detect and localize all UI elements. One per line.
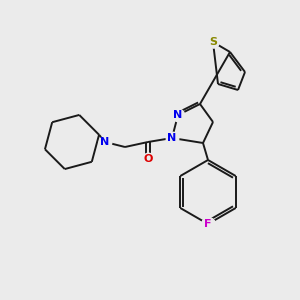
- Text: N: N: [167, 133, 177, 143]
- Text: N: N: [100, 137, 109, 147]
- Text: N: N: [173, 110, 183, 120]
- Text: F: F: [204, 219, 212, 229]
- Text: O: O: [143, 154, 153, 164]
- Text: S: S: [209, 37, 217, 47]
